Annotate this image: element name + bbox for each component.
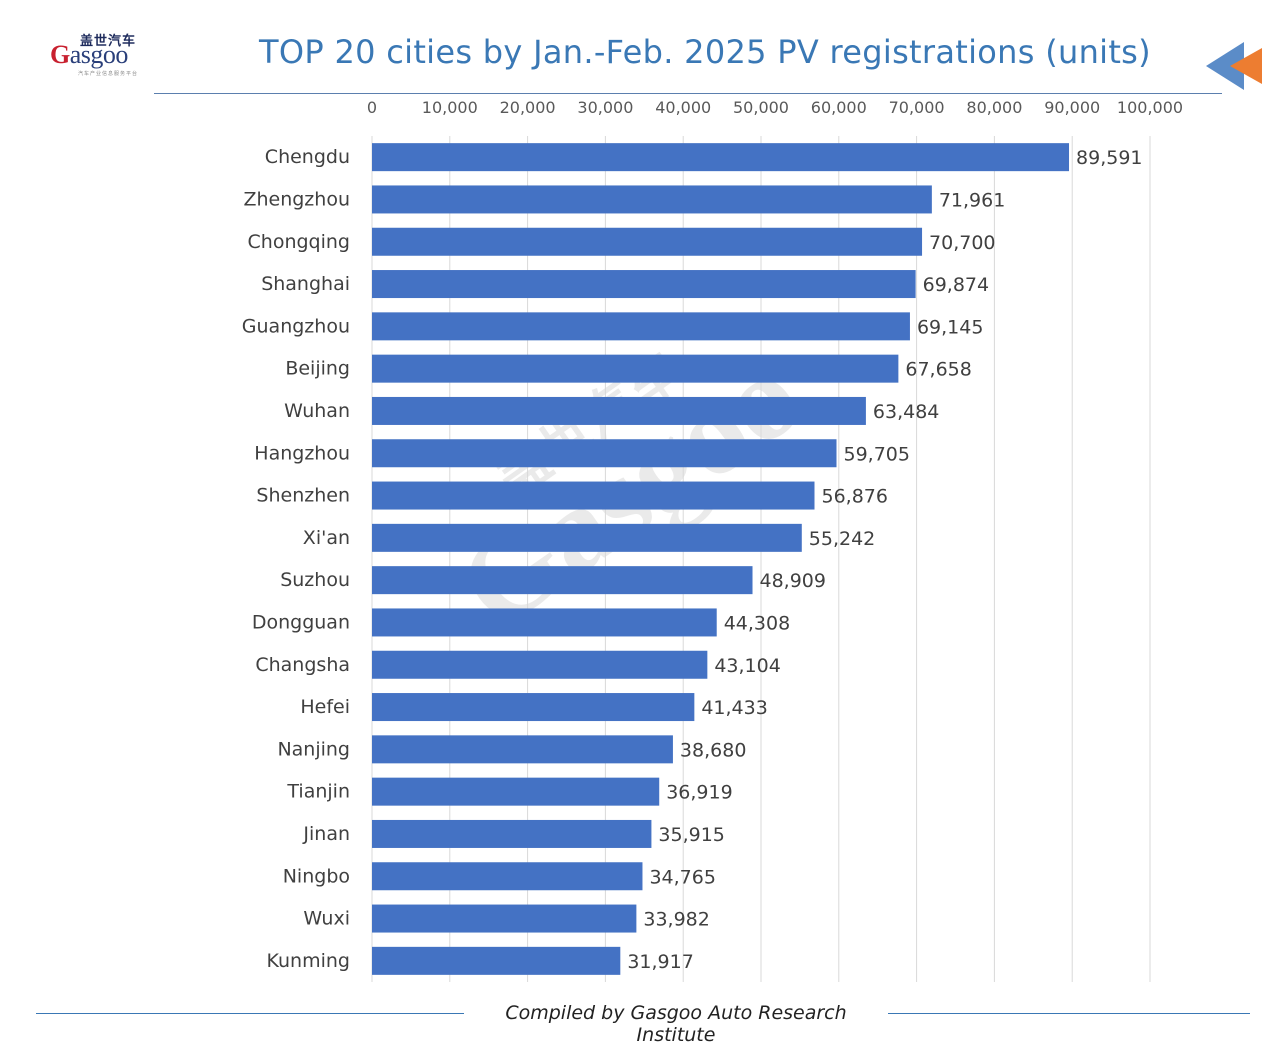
- category-label: Hangzhou: [254, 442, 350, 464]
- x-tick-label: 80,000: [966, 98, 1022, 117]
- logo-wordmark: Gasgoo: [50, 40, 128, 70]
- bar: [372, 143, 1070, 172]
- bar: [372, 227, 923, 256]
- footer-rule-right: [888, 1013, 1250, 1014]
- category-label: Hefei: [300, 696, 350, 718]
- title-underline: [154, 93, 1222, 94]
- value-labels: 89,591 71,961 70,700 69,874 69,145 67,658 63,4…: [627, 147, 1142, 973]
- category-label: Shanghai: [261, 273, 350, 295]
- bar: [372, 777, 660, 806]
- bar: [372, 904, 637, 933]
- footer: Compiled by Gasgoo Auto Research Institu…: [0, 1000, 1280, 1046]
- value-label: 44,308: [724, 612, 790, 634]
- grid-lines: [371, 136, 1151, 982]
- x-tick-label: 100,000: [1117, 98, 1183, 117]
- value-label: 31,917: [627, 951, 693, 973]
- bar: [372, 819, 652, 848]
- bars: [372, 143, 1070, 975]
- value-label: 56,876: [821, 486, 887, 508]
- bar: [372, 523, 802, 552]
- category-label: Beijing: [285, 358, 350, 380]
- category-label: Jinan: [302, 823, 350, 845]
- x-tick-label: 10,000: [422, 98, 478, 117]
- bar: [372, 650, 708, 679]
- chart-title: TOP 20 cities by Jan.-Feb. 2025 PV regis…: [259, 33, 1151, 71]
- value-label: 55,242: [809, 528, 875, 550]
- category-label: Chongqing: [248, 231, 350, 253]
- category-label: Kunming: [267, 950, 351, 972]
- logo-chinese-text: 盖世汽车: [80, 34, 137, 49]
- bar: [372, 608, 717, 637]
- category-label: Shenzhen: [256, 485, 350, 507]
- value-label: 43,104: [714, 655, 780, 677]
- logo-subtitle: 汽车产业信息服务平台: [78, 71, 139, 77]
- bar: [372, 439, 837, 468]
- bar: [372, 566, 753, 595]
- value-label: 38,680: [680, 739, 746, 761]
- bar: [372, 270, 916, 299]
- x-tick-label: 50,000: [733, 98, 789, 117]
- logo-wordmark-g: G: [50, 40, 70, 69]
- category-label: Changsha: [255, 654, 350, 676]
- x-tick-label: 40,000: [655, 98, 711, 117]
- value-label: 67,658: [905, 359, 971, 381]
- category-label: Wuhan: [284, 400, 350, 422]
- corner-arrow-icon: [1206, 42, 1262, 90]
- category-label: Dongguan: [252, 611, 350, 633]
- x-tick-label: 90,000: [1044, 98, 1100, 117]
- x-axis-ticks: 0 10,000 20,000 30,000 40,000 50,000 60,000 70,…: [367, 98, 1183, 117]
- value-label: 36,919: [666, 782, 732, 804]
- category-label: Nanjing: [277, 738, 350, 760]
- category-label: Ningbo: [283, 865, 350, 887]
- value-label: 59,705: [844, 443, 910, 465]
- arrow-blue-shape: [1206, 42, 1244, 90]
- category-label: Chengdu: [265, 146, 350, 168]
- gasgoo-logo: 盖世汽车 Gasgoo 汽车产业信息服务平台: [44, 30, 156, 80]
- value-label: 69,874: [923, 274, 989, 296]
- footer-rule-left: [36, 1013, 464, 1014]
- category-labels: Chengdu Zhengzhou Chongqing Shanghai Guangzh…: [242, 146, 350, 972]
- category-label: Tianjin: [286, 781, 350, 803]
- x-tick-label: 20,000: [500, 98, 556, 117]
- value-label: 34,765: [649, 866, 715, 888]
- bar: [372, 396, 866, 425]
- x-tick-label: 60,000: [811, 98, 867, 117]
- value-label: 33,982: [643, 909, 709, 931]
- bar: [372, 481, 815, 510]
- value-label: 63,484: [873, 401, 939, 423]
- x-tick-label: 0: [367, 98, 377, 117]
- bar: [372, 862, 643, 891]
- value-label: 41,433: [701, 697, 767, 719]
- value-label: 48,909: [760, 570, 826, 592]
- value-label: 35,915: [658, 824, 724, 846]
- bar: [372, 354, 899, 383]
- value-label: 69,145: [917, 316, 983, 338]
- bar: [372, 946, 621, 975]
- x-tick-label: 30,000: [577, 98, 633, 117]
- bar: [372, 693, 695, 722]
- bar-chart: 0 10,000 20,000 30,000 40,000 50,000 60,000 70,…: [242, 98, 1183, 982]
- x-tick-label: 70,000: [889, 98, 945, 117]
- arrow-orange-shape: [1230, 48, 1262, 84]
- value-label: 71,961: [939, 189, 1005, 211]
- category-label: Wuxi: [303, 908, 350, 930]
- value-label: 89,591: [1076, 147, 1142, 169]
- category-label: Suzhou: [280, 569, 350, 591]
- bar: [372, 312, 910, 341]
- bar: [372, 185, 932, 214]
- value-label: 70,700: [929, 232, 995, 254]
- footer-credit: Compiled by Gasgoo Auto Research Institu…: [505, 1002, 847, 1046]
- logo-wordmark-rest: asgoo: [69, 40, 129, 69]
- category-label: Guangzhou: [242, 315, 350, 337]
- category-label: Xi'an: [303, 527, 350, 549]
- category-label: Zhengzhou: [243, 188, 350, 210]
- bar: [372, 735, 673, 764]
